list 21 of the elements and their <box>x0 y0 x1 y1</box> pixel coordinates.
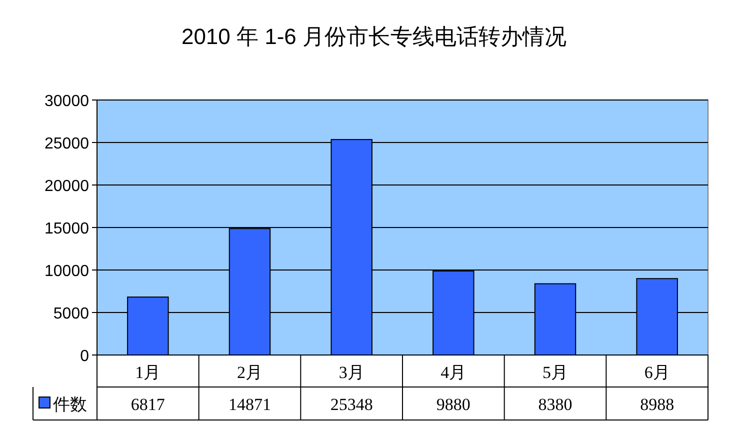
data-label: 25348 <box>330 395 373 414</box>
y-tick-label: 10000 <box>44 263 90 280</box>
x-tick-label: 5月 <box>542 363 568 382</box>
data-label: 8988 <box>640 395 674 414</box>
data-label: 8380 <box>538 395 572 414</box>
x-tick-label: 3月 <box>338 363 364 382</box>
y-tick-label: 5000 <box>53 306 90 322</box>
x-tick-label: 4月 <box>440 363 466 382</box>
data-label: 14871 <box>228 395 271 414</box>
data-label: 6817 <box>130 395 166 414</box>
y-tick-label: 25000 <box>44 136 90 152</box>
y-tick-label: 15000 <box>44 220 90 238</box>
y-tick-label: 20000 <box>44 178 90 195</box>
x-tick-label: 6月 <box>644 363 670 382</box>
chart-title: 2010 年 1-6 月份市长专线电话转办情况 <box>181 24 567 49</box>
x-tick-label: 1月 <box>135 363 161 382</box>
y-tick-label: 30000 <box>44 93 90 110</box>
y-tick-label: 0 <box>80 348 90 365</box>
legend-label: 件数 <box>53 395 87 414</box>
x-tick-label: 2月 <box>237 363 262 382</box>
data-label: 9880 <box>436 395 470 414</box>
